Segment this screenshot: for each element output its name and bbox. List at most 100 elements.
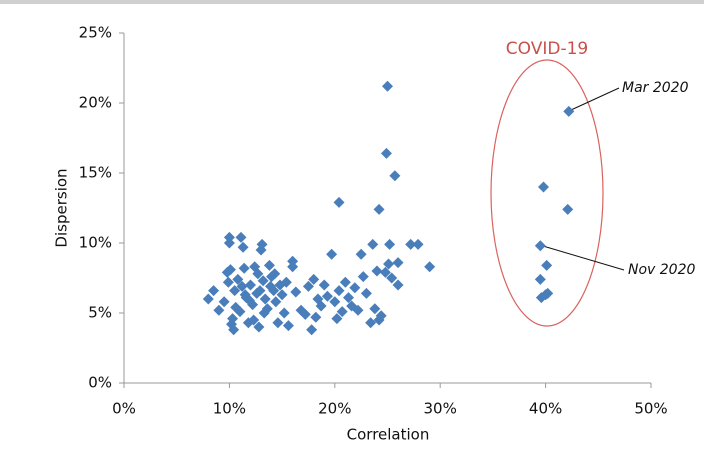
point: [343, 292, 355, 304]
x-tick-label: 30%: [424, 400, 457, 418]
point: [534, 240, 546, 252]
point: [355, 248, 367, 260]
point: [228, 324, 240, 336]
point: [213, 304, 225, 316]
point: [265, 280, 277, 292]
point: [290, 286, 302, 298]
annotation-line: [542, 245, 625, 271]
point: [424, 261, 436, 273]
point: [249, 261, 261, 273]
point: [272, 317, 284, 329]
point: [239, 289, 251, 301]
x-axis-title: Correlation: [347, 426, 430, 444]
point: [331, 313, 343, 325]
top-border: [0, 0, 704, 4]
point: [259, 293, 271, 305]
point: [321, 290, 333, 302]
point: [373, 203, 385, 215]
point: [371, 265, 383, 277]
y-tick-label: 25%: [79, 24, 112, 42]
point: [235, 231, 247, 243]
y-tick-label: 15%: [79, 164, 112, 182]
point: [562, 203, 574, 215]
point: [367, 238, 379, 250]
point: [318, 279, 330, 291]
x-tick-label: 40%: [529, 400, 562, 418]
point: [405, 238, 417, 250]
point: [537, 181, 549, 193]
point: [382, 80, 393, 92]
point: [563, 105, 575, 117]
point: [383, 258, 395, 270]
point: [392, 257, 404, 269]
covid-label: COVID-19: [506, 39, 588, 59]
y-tick-label: 0%: [88, 374, 112, 392]
point: [333, 285, 345, 297]
point: [339, 276, 351, 288]
point: [386, 272, 398, 284]
point: [352, 304, 364, 316]
covid-ellipse: [490, 59, 604, 327]
point: [302, 280, 314, 292]
annotation: Nov 2020: [628, 262, 695, 278]
point: [236, 280, 248, 292]
point: [258, 307, 270, 319]
x-tick-label: 50%: [634, 400, 667, 418]
point: [253, 321, 265, 333]
point: [287, 255, 299, 267]
y-axis-title: Dispersion: [53, 168, 71, 247]
y-tick-label: 20%: [79, 94, 112, 112]
point: [223, 237, 235, 249]
point: [270, 296, 282, 308]
point: [287, 261, 299, 273]
x-tick-label: 10%: [213, 400, 246, 418]
point: [357, 271, 369, 283]
x-tick-label: 20%: [318, 400, 351, 418]
point: [221, 266, 233, 278]
point: [336, 306, 348, 318]
point: [326, 248, 338, 260]
point: [227, 313, 239, 325]
point: [315, 300, 327, 312]
point: [280, 276, 292, 288]
point: [380, 147, 392, 159]
point: [349, 282, 361, 294]
point: [375, 310, 387, 322]
point: [333, 196, 345, 208]
point: [202, 293, 214, 305]
point: [252, 268, 264, 280]
point: [223, 231, 235, 243]
annotation-line: [570, 87, 620, 111]
point: [276, 289, 288, 301]
point: [299, 308, 311, 320]
point: [412, 238, 424, 250]
point: [263, 259, 275, 271]
point: [278, 307, 290, 319]
point: [254, 285, 266, 297]
point: [384, 238, 396, 250]
point: [256, 238, 268, 250]
point: [541, 259, 553, 271]
point: [389, 170, 401, 182]
point: [282, 320, 294, 332]
point: [208, 285, 220, 297]
point: [365, 317, 377, 329]
point: [222, 276, 234, 288]
point: [379, 266, 391, 278]
point: [369, 303, 381, 315]
point: [257, 275, 269, 287]
x-tick-label: 0%: [112, 400, 136, 418]
annotation: Mar 2020: [622, 80, 689, 96]
point: [392, 279, 404, 291]
point: [542, 287, 554, 299]
point: [308, 273, 320, 285]
point: [306, 324, 318, 336]
point: [244, 279, 256, 291]
point: [218, 296, 230, 308]
y-tick-label: 10%: [79, 234, 112, 252]
y-tick-label: 5%: [88, 304, 112, 322]
point: [232, 273, 244, 285]
point: [329, 296, 341, 308]
point: [269, 268, 281, 280]
